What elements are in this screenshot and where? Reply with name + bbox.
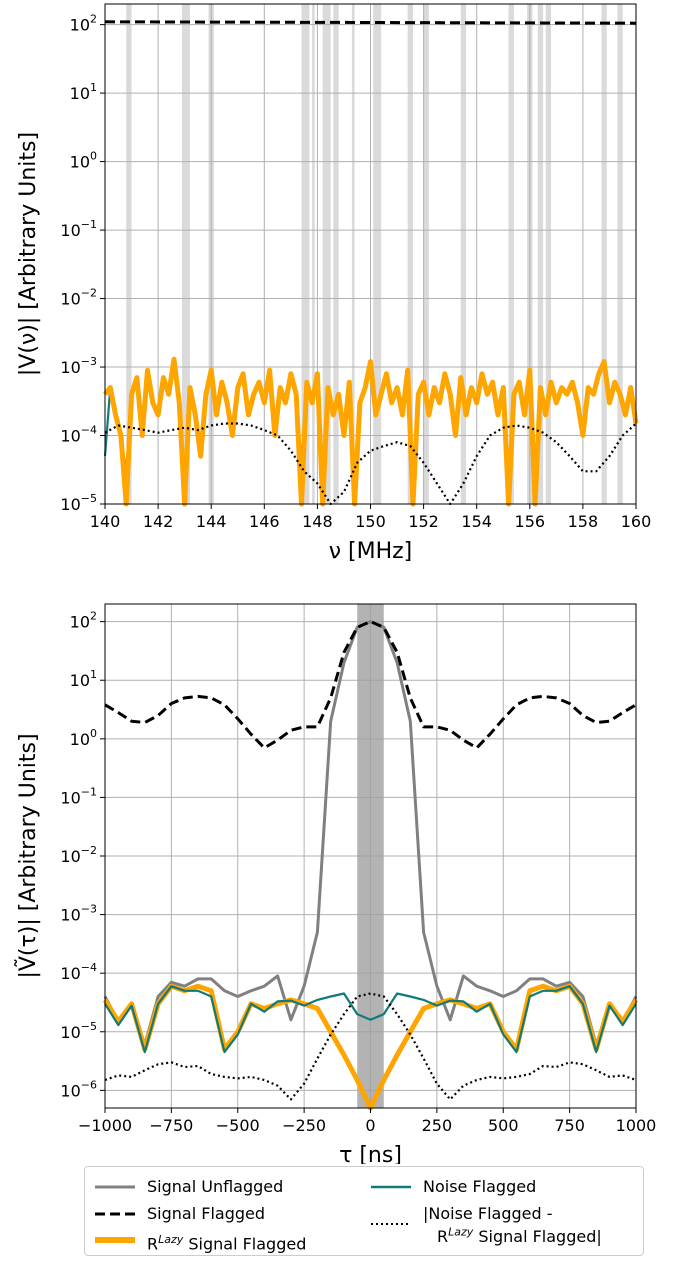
- flag-band: [460, 4, 467, 504]
- y-tick-label: 10−5: [60, 492, 97, 514]
- legend-label-line1: |Noise Flagged -: [423, 1204, 553, 1223]
- x-tick-label: −1000: [78, 1116, 132, 1135]
- x-tick-label: −250: [282, 1116, 326, 1135]
- y-ticks: 10−5 10−4 10−3 10−2 10−1 100 101 102: [60, 13, 105, 514]
- x-tick-label: −500: [216, 1116, 260, 1135]
- legend-label: Signal Flagged: [147, 1204, 265, 1223]
- x-tick-label: 150: [355, 512, 386, 531]
- series-line-r-lazy-signal-flagged: [103, 356, 639, 507]
- figure: 140 142 144 146 148 150 152 154 156 158 160 10−510…: [14, 3, 656, 1164]
- x-tick-label: 146: [249, 512, 280, 531]
- y-tick-label: 10−4: [60, 424, 97, 446]
- legend: Signal Unflagged Noise Flagged Signal Fl…: [84, 1166, 644, 1256]
- x-tick-label: 140: [90, 512, 121, 531]
- x-tick-label: 0: [365, 1116, 375, 1135]
- x-axis-label: ν [MHz]: [329, 539, 413, 564]
- x-tick-label: 148: [302, 512, 333, 531]
- y-tick-label: 10−1: [60, 785, 97, 807]
- flag-band: [373, 4, 382, 504]
- legend-label-rest: Signal Flagged|: [473, 1227, 602, 1247]
- legend-label-line2: RLazy Signal Flagged|: [423, 1226, 602, 1247]
- legend-label-sup: Lazy: [448, 1226, 474, 1239]
- x-ticks: −1000 −750 −500 −250 0 250 500 750 1000: [78, 1108, 656, 1135]
- y-ticks: 10−6 10−5 10−4 10−3 10−2 10−1 100 101 102: [60, 610, 105, 1100]
- legend-item-residual: |Noise Flagged - RLazy Signal Flagged|: [371, 1204, 602, 1246]
- flag-band: [601, 4, 607, 504]
- x-tick-label: 142: [143, 512, 174, 531]
- series-layer: [103, 20, 639, 507]
- y-tick-label: 101: [70, 668, 97, 690]
- x-tick-label: 152: [408, 512, 439, 531]
- y-tick-label: 10−3: [60, 903, 97, 925]
- y-tick-label: 10−4: [60, 961, 97, 983]
- y-tick-label: 10−3: [60, 355, 97, 377]
- legend-label: |Noise Flagged - RLazy Signal Flagged|: [423, 1204, 602, 1246]
- legend-label-r: R: [147, 1234, 159, 1254]
- legend-swatch: [371, 1214, 411, 1234]
- x-tick-label: 144: [196, 512, 227, 531]
- legend-item-noise-flagged: Noise Flagged: [371, 1177, 536, 1197]
- legend-item-rlazy: RLazy Signal Flagged: [95, 1230, 306, 1253]
- y-tick-label: 10−6: [60, 1078, 97, 1100]
- legend-label-rest: Signal Flagged: [183, 1234, 307, 1254]
- legend-swatch: [95, 1204, 135, 1224]
- flag-band: [312, 4, 315, 504]
- x-tick-label: 154: [461, 512, 492, 531]
- spectrum-plot: 140 142 144 146 148 150 152 154 156 158 160 10−510…: [16, 3, 652, 564]
- x-tick-label: 1000: [616, 1116, 657, 1135]
- x-tick-label: 500: [488, 1116, 519, 1135]
- legend-label-r: R: [437, 1227, 449, 1247]
- flag-band: [423, 4, 429, 504]
- series-line-signal-flagged: [104, 20, 637, 25]
- legend-label-sup: Lazy: [158, 1233, 184, 1246]
- flag-band: [617, 4, 623, 504]
- delay-spectrum-plot: −1000 −750 −500 −250 0 250 500 750 1000 10−6 10−5…: [14, 603, 656, 1164]
- y-axis-label: |V(ν)| [Arbitrary Units]: [16, 132, 41, 376]
- flag-band: [126, 4, 132, 504]
- legend-label: RLazy Signal Flagged: [147, 1230, 306, 1253]
- y-tick-label: 10−2: [60, 844, 97, 866]
- flag-band: [508, 4, 514, 504]
- y-tick-label: 101: [70, 81, 97, 103]
- y-tick-label: 100: [70, 150, 97, 172]
- legend-label: Noise Flagged: [423, 1177, 537, 1196]
- flag-band: [407, 4, 413, 504]
- x-axis-label: τ [ns]: [339, 1143, 402, 1164]
- x-tick-label: 158: [568, 512, 599, 531]
- flag-band: [537, 4, 544, 504]
- y-tick-label: 102: [70, 13, 97, 35]
- y-axis-label: |Ṽ(τ)| [Arbitrary Units]: [14, 733, 41, 978]
- flag-band: [301, 4, 310, 504]
- series-line-noise-flagged-r-lazy-signal-flagged: [104, 992, 637, 1101]
- series-line-signal-flagged: [104, 620, 637, 750]
- x-tick-label: 160: [621, 512, 652, 531]
- y-tick-label: 10−2: [60, 287, 97, 309]
- y-tick-label: 10−1: [60, 218, 97, 240]
- x-tick-label: 750: [554, 1116, 585, 1135]
- shaded-band: [357, 604, 384, 1108]
- x-tick-label: 250: [422, 1116, 453, 1135]
- x-ticks: 140 142 144 146 148 150 152 154 156 158 160: [90, 504, 652, 531]
- legend-label: Signal Unflagged: [147, 1177, 284, 1196]
- x-tick-label: 156: [515, 512, 546, 531]
- y-tick-label: 10−5: [60, 1020, 97, 1042]
- y-tick-label: 102: [70, 610, 97, 632]
- flag-band: [545, 4, 552, 504]
- x-tick-label: −750: [149, 1116, 193, 1135]
- legend-swatch: [95, 1230, 135, 1250]
- legend-item-signal-unflagged: Signal Unflagged: [95, 1177, 283, 1197]
- series-line-noise-flagged: [104, 985, 637, 1054]
- y-tick-label: 100: [70, 727, 97, 749]
- legend-swatch: [371, 1177, 411, 1197]
- flag-band: [333, 4, 339, 504]
- flag-band: [181, 4, 190, 504]
- flag-band: [351, 4, 355, 504]
- series-line-noise-flagged-r-lazy-signal-flagged: [104, 422, 637, 506]
- legend-item-signal-flagged: Signal Flagged: [95, 1204, 265, 1224]
- legend-swatch: [95, 1177, 135, 1197]
- flag-band: [322, 4, 331, 504]
- series-line-signal-unflagged: [103, 620, 638, 1047]
